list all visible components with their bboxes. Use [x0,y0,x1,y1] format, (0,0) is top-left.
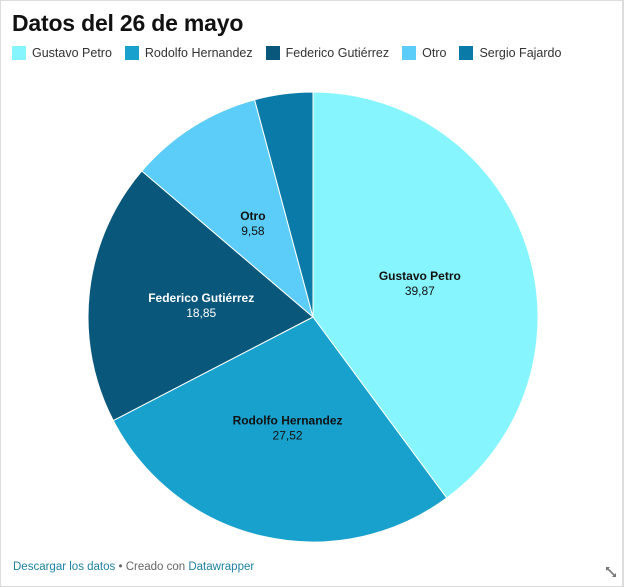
expand-icon[interactable] [604,565,618,579]
slice-label-value: 27,52 [273,429,303,443]
slice-label-value: 39,87 [405,284,435,298]
legend-label: Gustavo Petro [32,46,112,60]
slice-label-name: Federico Gutiérrez [148,291,254,305]
pie-slice[interactable] [312,91,539,499]
legend-label: Federico Gutiérrez [285,46,390,60]
pie-slice[interactable] [112,316,448,543]
pie-slices [87,91,539,543]
download-data-link[interactable]: Descargar los datos [13,561,116,573]
footer: Descargar los datos • Creado con Datawra… [13,561,254,573]
pie-slice[interactable] [141,99,314,319]
pie-slice[interactable] [87,170,314,422]
legend-swatch [265,46,280,60]
legend-label: Otro [422,46,447,60]
legend-swatch [12,46,26,60]
datawrapper-link[interactable]: Datawrapper [188,561,255,573]
legend-item-federico-gutierrez: Federico Gutiérrez [265,46,390,60]
slice-label-value: 18,85 [186,306,216,320]
legend-item-sergio-fajardo: Sergio Fajardo [459,46,561,60]
legend-item-rodolfo-hernandez: Rodolfo Hernandez [124,46,253,60]
pie-slice[interactable] [253,91,314,318]
legend-item-otro: Otro [402,46,446,60]
legend-label: Sergio Fajardo [479,46,562,60]
slice-label-name: Otro [240,209,265,223]
legend-item-gustavo-petro: Gustavo Petro [12,46,112,60]
legend-label: Rodolfo Hernandez [144,46,253,60]
legend: Gustavo Petro Rodolfo Hernandez Federico… [12,46,574,60]
legend-swatch [124,46,139,60]
chart-title: Datos del 26 de mayo [12,10,244,36]
footer-separator: • Creado con [115,561,189,573]
slice-label-value: 9,58 [241,224,265,238]
slice-label-name: Gustavo Petro [379,269,461,283]
legend-swatch [402,46,417,60]
slice-label-name: Rodolfo Hernandez [233,414,343,428]
legend-swatch [459,46,474,60]
